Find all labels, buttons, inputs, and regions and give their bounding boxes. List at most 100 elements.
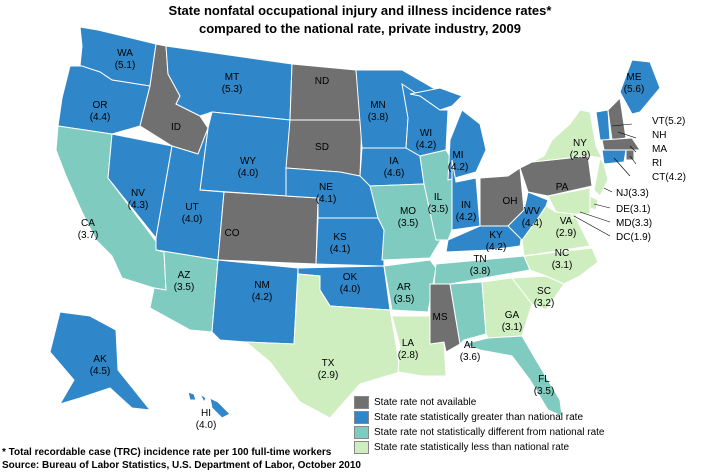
state-rate-nm: (4.2): [252, 292, 273, 303]
state-rate-ca: (3.7): [78, 230, 99, 241]
state-wv: [507, 191, 549, 241]
state-ct: [601, 149, 627, 165]
leader-line-nh: [617, 131, 637, 139]
footnote: * Total recordable case (TRC) incidence …: [2, 447, 332, 458]
state-rate: (3.3): [632, 218, 653, 229]
state-rate-ny: (2.9): [570, 150, 591, 161]
state-rate-mo: (3.5): [398, 218, 419, 229]
state-abbr-in: IN: [461, 200, 471, 211]
state-rate-sc: (3.2): [534, 298, 555, 309]
state-abbr-wv: WV: [524, 206, 540, 217]
state-abbr-va: VA: [560, 216, 573, 227]
legend-swatch-less: [354, 441, 369, 454]
state-abbr: MD: [616, 218, 632, 229]
state-rate-ga: (3.1): [502, 322, 523, 333]
state-label-vt: VT(5.2): [652, 116, 685, 127]
state-abbr: NJ: [616, 188, 628, 199]
legend-label-greater: State rate statistically greater than na…: [374, 412, 584, 423]
state-abbr-me: ME: [627, 72, 642, 83]
state-abbr-nc: NC: [555, 248, 569, 259]
state-vt: [595, 109, 611, 141]
legend-label-na: State rate not available: [374, 397, 477, 408]
state-abbr-tx: TX: [322, 358, 335, 369]
state-abbr-ga: GA: [505, 310, 520, 321]
state-rate-mn: (3.8): [368, 112, 389, 123]
state-me: [619, 59, 661, 115]
state-abbr-ms: MS: [433, 312, 448, 323]
state-rate-al: (3.6): [460, 352, 481, 363]
state-abbr-pa: PA: [556, 182, 569, 193]
state-label-ma: MA: [652, 144, 667, 155]
state-label-ri: RI: [652, 158, 662, 169]
leader-line-nj: [603, 187, 613, 193]
legend-label-less: State rate statistically less than natio…: [374, 442, 570, 453]
state-rate-az: (3.5): [174, 282, 195, 293]
state-abbr-co: CO: [225, 228, 240, 239]
leader-line-md: [579, 211, 611, 223]
state-abbr-oh: OH: [503, 196, 518, 207]
legend-item-less: State rate statistically less than natio…: [354, 440, 605, 455]
map-footer: * Total recordable case (TRC) incidence …: [2, 446, 361, 472]
state-rate-ia: (4.6): [384, 168, 405, 179]
state-rate-wy: (4.0): [238, 168, 259, 179]
title-line-2: compared to the national rate, private i…: [199, 21, 521, 36]
state-label-de: DE(3.1): [616, 204, 650, 215]
state-sc: [511, 275, 565, 311]
state-rate-in: (4.2): [456, 212, 477, 223]
state-rate-fl: (3.5): [534, 386, 555, 397]
state-rate-mi: (4.2): [448, 162, 469, 173]
state-label-dc: DC(1.9): [616, 232, 651, 243]
state-abbr-ut: UT: [185, 202, 198, 213]
state-ak: [49, 311, 152, 411]
state-label-nh: NH: [652, 130, 666, 141]
state-abbr-ar: AR: [397, 282, 411, 293]
state-rate-la: (2.8): [398, 350, 419, 361]
legend-swatch-na: [354, 396, 369, 409]
state-rate: (3.3): [628, 188, 649, 199]
state-abbr-nm: NM: [254, 280, 270, 291]
state-nc: [523, 247, 599, 285]
state-rate-nc: (3.1): [552, 260, 573, 271]
title-line-1: State nonfatal occupational injury and i…: [168, 3, 552, 18]
state-al: [449, 281, 487, 346]
state-label-nj: NJ(3.3): [616, 188, 649, 199]
state-abbr-tn: TN: [473, 254, 486, 265]
state-rate-ak: (4.5): [90, 366, 111, 377]
state-abbr-or: OR: [93, 100, 108, 111]
state-abbr-ca: CA: [81, 218, 95, 229]
state-abbr-ak: AK: [93, 354, 107, 365]
state-rate: (1.9): [630, 232, 651, 243]
state-labels: WA(5.1)OR(4.4)CA(3.7)NV(4.3)IDMT(5.3)WY(…: [78, 48, 686, 431]
state-ma: [601, 137, 641, 151]
state-abbr-hi: HI: [201, 408, 211, 419]
state-abbr-nd: ND: [315, 76, 329, 87]
state-label-ct: CT(4.2): [652, 172, 686, 183]
state-md: [547, 187, 591, 215]
state-abbr-id: ID: [171, 122, 181, 133]
map-title: State nonfatal occupational injury and i…: [0, 2, 720, 38]
state-rate-ok: (4.0): [340, 284, 361, 295]
state-tn: [433, 255, 531, 285]
state-abbr-nv: NV: [131, 188, 145, 199]
state-abbr: NH: [652, 130, 666, 141]
state-rate-wa: (5.1): [115, 60, 136, 71]
leader-line-ma: [629, 145, 637, 153]
state-abbr-wy: WY: [240, 156, 256, 167]
label-leader-lines: [573, 123, 637, 237]
leader-line-ri: [629, 155, 637, 165]
state-abbr-sd: SD: [315, 142, 329, 153]
state-rate: (5.2): [665, 116, 686, 127]
state-rate-tx: (2.9): [318, 370, 339, 381]
state-hi: [209, 397, 231, 419]
state-rate-ky: (4.2): [486, 242, 507, 253]
state-abbr: MA: [652, 144, 667, 155]
state-abbr-ok: OK: [343, 272, 358, 283]
legend-item-notdiff: State rate not statistically different f…: [354, 425, 605, 440]
state-rate-ks: (4.1): [330, 244, 351, 255]
state-abbr: CT: [652, 172, 665, 183]
state-abbr-il: IL: [434, 192, 443, 203]
source-note: Source: Bureau of Labor Statistics, U.S.…: [2, 460, 361, 471]
state-ri: [625, 149, 635, 161]
state-shapes: [49, 26, 661, 419]
